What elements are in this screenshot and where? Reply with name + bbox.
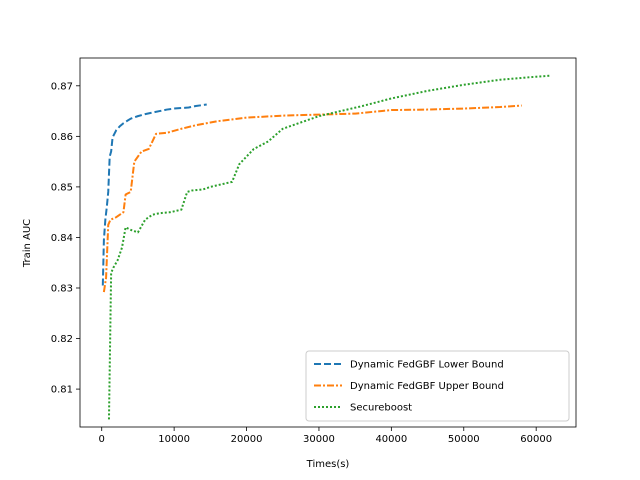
y-tick-label: 0.83 xyxy=(51,283,73,294)
y-tick-label: 0.84 xyxy=(51,233,73,244)
x-tick-label: 50000 xyxy=(448,434,480,445)
x-tick-label: 40000 xyxy=(375,434,407,445)
y-axis-label: Train AUC xyxy=(22,219,33,268)
series-line-1 xyxy=(101,103,207,286)
legend-label-1: Dynamic FedGBF Lower Bound xyxy=(350,360,504,371)
y-tick-label: 0.85 xyxy=(51,182,73,193)
x-axis-label: Times(s) xyxy=(306,459,350,470)
legend-box xyxy=(305,350,570,422)
series-line-3 xyxy=(107,74,551,420)
series-line-2 xyxy=(102,104,522,293)
x-tick-label: 0 xyxy=(99,434,105,445)
y-tick-label: 0.81 xyxy=(51,385,73,396)
series-layer xyxy=(101,74,551,420)
x-tick-label: 20000 xyxy=(231,434,263,445)
x-tick-label: 10000 xyxy=(158,434,190,445)
legend-label-2: Dynamic FedGBF Upper Bound xyxy=(350,381,504,392)
y-tick-label: 0.87 xyxy=(51,81,73,92)
legend: Dynamic FedGBF Lower Bound Dynamic FedGBF… xyxy=(305,350,570,422)
x-tick-label: 30000 xyxy=(303,434,335,445)
legend-label-3: Secureboost xyxy=(350,403,412,414)
axes-frame xyxy=(79,57,577,428)
y-tick-label: 0.86 xyxy=(51,132,73,143)
x-tick-label: 60000 xyxy=(520,434,552,445)
axes-layer: 0 10000 20000 30000 40000 50000 60000 0.81 0.82 0… xyxy=(51,57,577,445)
y-tick-label: 0.82 xyxy=(51,334,73,345)
